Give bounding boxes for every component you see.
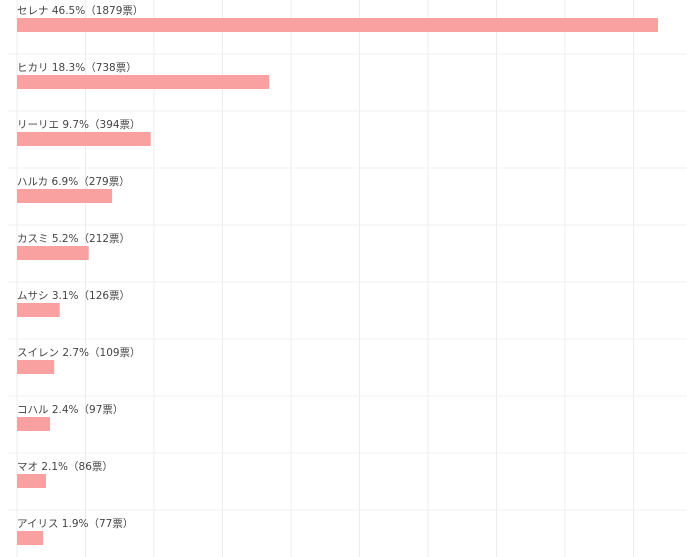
- bar: [17, 417, 51, 431]
- bar: [17, 75, 270, 89]
- bar-row: リーリエ 9.7%（394票）: [17, 119, 151, 146]
- bar-row: カスミ 5.2%（212票）: [17, 233, 130, 260]
- bar: [17, 246, 89, 260]
- bar-row: ムサシ 3.1%（126票）: [17, 290, 130, 317]
- bar: [17, 360, 55, 374]
- bar: [17, 18, 658, 32]
- bar: [17, 189, 113, 203]
- chart-rows: セレナ 46.5%（1879票） ヒカリ 18.3%（738票） リーリエ 9.7%…: [17, 5, 658, 545]
- bar-row: コハル 2.4%（97票）: [17, 404, 123, 431]
- bar: [17, 303, 60, 317]
- bar-row: スイレン 2.7%（109票）: [17, 347, 141, 374]
- bar-label: カスミ 5.2%（212票）: [17, 233, 130, 245]
- bar-label: ヒカリ 18.3%（738票）: [17, 62, 137, 74]
- bar-row: ハルカ 6.9%（279票）: [17, 176, 130, 203]
- bar-label: セレナ 46.5%（1879票）: [17, 5, 143, 17]
- bar-row: マオ 2.1%（86票）: [17, 461, 113, 488]
- bar: [17, 531, 44, 545]
- bar-label: コハル 2.4%（97票）: [17, 404, 123, 416]
- chart-grid: [8, 0, 687, 557]
- bar: [17, 474, 46, 488]
- bar-row: セレナ 46.5%（1879票）: [17, 5, 658, 32]
- bar-label: ハルカ 6.9%（279票）: [17, 176, 130, 188]
- bar: [17, 132, 151, 146]
- bar-row: ヒカリ 18.3%（738票）: [17, 62, 270, 89]
- bar-label: アイリス 1.9%（77票）: [17, 518, 133, 530]
- bar-label: スイレン 2.7%（109票）: [17, 347, 141, 359]
- bar-row: アイリス 1.9%（77票）: [17, 518, 133, 545]
- bar-label: ムサシ 3.1%（126票）: [17, 290, 130, 302]
- bar-label: マオ 2.1%（86票）: [17, 461, 113, 473]
- bar-label: リーリエ 9.7%（394票）: [17, 119, 141, 131]
